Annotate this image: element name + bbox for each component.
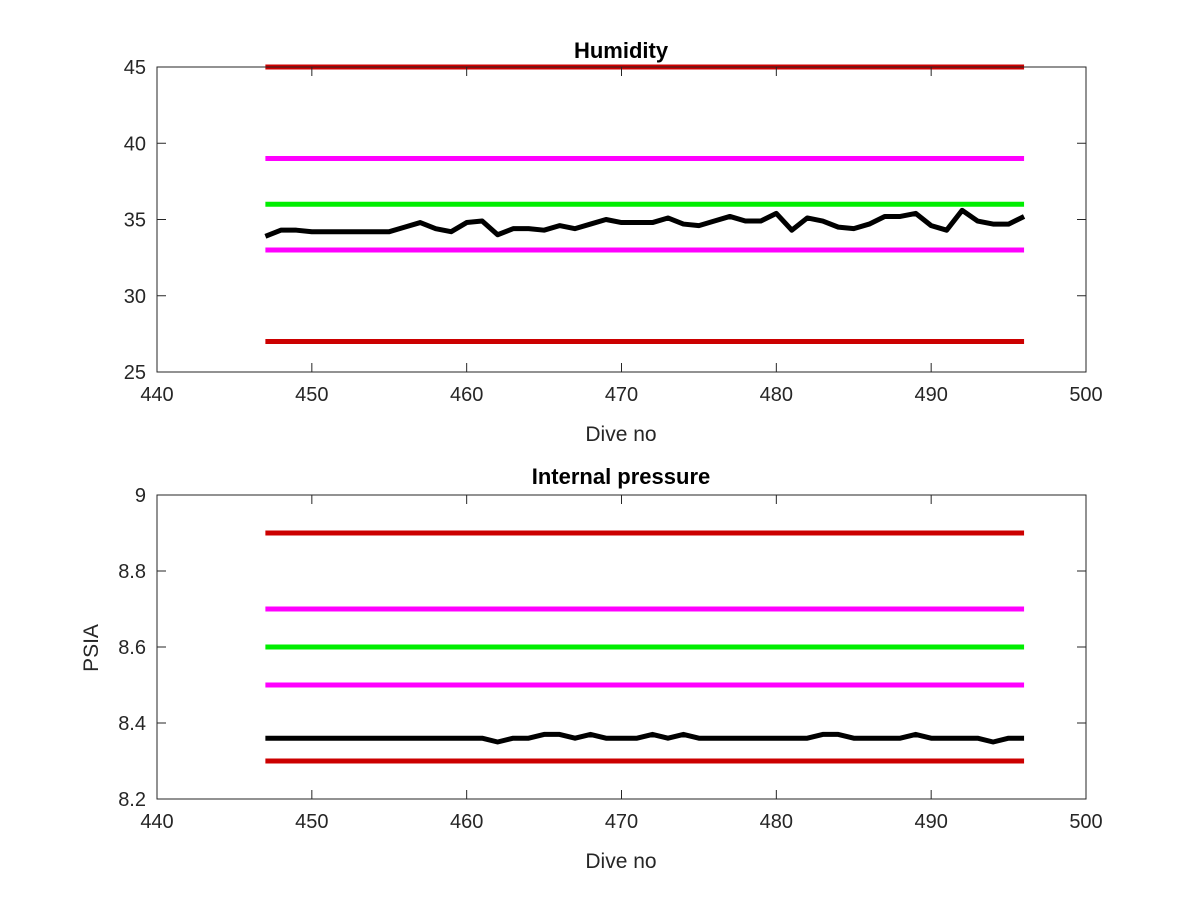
- x-tick-label: 470: [605, 811, 638, 833]
- data-series-line: [265, 731, 1025, 745]
- humidity-chart: Humidity 440 450 460 470 480 490 500 25 30 35 40 45…: [124, 38, 1103, 446]
- y-tick-label: 40: [124, 133, 146, 155]
- y-tick-label: 9: [135, 485, 146, 507]
- data-series-line: [264, 207, 1026, 239]
- x-tick-label: 500: [1069, 384, 1102, 406]
- axes: 440 450 460 470 480 490 500 25 30 35 40 45: [124, 57, 1103, 406]
- x-tick-label: 500: [1069, 811, 1102, 833]
- x-axis-label: Dive no: [585, 423, 656, 446]
- y-tick-label: 8.4: [118, 713, 146, 735]
- y-tick-label: 30: [124, 286, 146, 308]
- x-tick-label: 450: [295, 811, 328, 833]
- y-axis-label: PSIA: [80, 624, 103, 672]
- plot-marks: [265, 530, 1025, 764]
- y-tick-label: 45: [124, 57, 146, 79]
- y-tick-label: 35: [124, 210, 146, 232]
- chart-title: Humidity: [574, 38, 669, 63]
- x-axis-label: Dive no: [585, 850, 656, 873]
- x-tick-label: 480: [760, 811, 793, 833]
- axes-box: [156, 66, 1087, 373]
- y-tick-label: 8.6: [118, 637, 146, 659]
- x-tick-label: 440: [140, 811, 173, 833]
- x-tick-label: 450: [295, 384, 328, 406]
- chart-title: Internal pressure: [532, 464, 711, 489]
- y-tick-label: 8.8: [118, 561, 146, 583]
- x-tick-label: 460: [450, 811, 483, 833]
- x-tick-label: 470: [605, 384, 638, 406]
- x-tick-label: 440: [140, 384, 173, 406]
- x-tick-label: 480: [760, 384, 793, 406]
- x-tick-label: 490: [914, 811, 947, 833]
- plot-marks: [264, 64, 1026, 344]
- y-tick-label: 25: [124, 362, 146, 384]
- y-tick-label: 8.2: [118, 789, 146, 811]
- x-tick-label: 460: [450, 384, 483, 406]
- internal-pressure-chart: Internal pressure 440 450 460 470 480 490 500 8…: [80, 464, 1103, 873]
- axes: 440 450 460 470 480 490 500 8.2 8.4 8.6 8.8 9: [118, 485, 1103, 833]
- x-tick-label: 490: [914, 384, 947, 406]
